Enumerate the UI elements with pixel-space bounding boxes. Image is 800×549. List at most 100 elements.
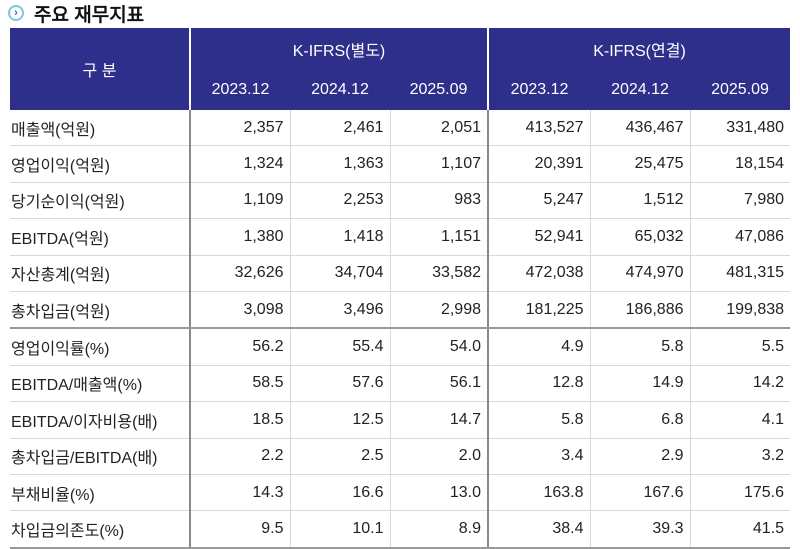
cell-value: 3,496 [289, 291, 390, 330]
cell-value: 199,838 [689, 291, 791, 330]
table-row: 영업이익(억원) 1,324 1,363 1,107 20,391 25,475 18,15… [10, 145, 791, 183]
cell-value: 481,315 [689, 255, 791, 292]
cell-value: 20,391 [487, 145, 590, 183]
cell-value: 5.5 [689, 328, 791, 366]
row-label: 당기순이익(억원) [10, 182, 191, 220]
table-row: 영업이익률(%) 56.2 55.4 54.0 4.9 5.8 5.5 [10, 328, 791, 366]
cell-value: 14.7 [389, 401, 488, 439]
cell-value: 2,461 [289, 110, 390, 147]
cell-value: 474,970 [589, 255, 690, 292]
cell-value: 57.6 [289, 365, 390, 403]
period-header: 2024.12 [590, 69, 690, 110]
cell-value: 39.3 [589, 510, 690, 549]
cell-value: 38.4 [487, 510, 590, 549]
period-header: 2024.12 [290, 69, 390, 110]
table-row: 부채비율(%) 14.3 16.6 13.0 163.8 167.6 175.6 [10, 474, 791, 512]
table-row: 당기순이익(억원) 1,109 2,253 983 5,247 1,512 7,980 [10, 182, 791, 220]
cell-value: 2,051 [389, 110, 488, 147]
cell-value: 56.1 [389, 365, 488, 403]
cell-value: 1,380 [189, 218, 290, 256]
cell-value: 1,107 [389, 145, 488, 183]
cell-value: 2,357 [189, 110, 290, 147]
cell-value: 34,704 [289, 255, 390, 292]
cell-value: 3.2 [689, 438, 791, 475]
cell-value: 12.8 [487, 365, 590, 403]
cell-value: 1,109 [189, 182, 290, 220]
cell-value: 14.2 [689, 365, 791, 403]
cell-value: 9.5 [189, 510, 290, 549]
period-header: 2023.12 [189, 69, 290, 110]
cell-value: 472,038 [487, 255, 590, 292]
cell-value: 1,512 [589, 182, 690, 220]
row-label: 자산총계(억원) [10, 255, 191, 292]
cell-value: 436,467 [589, 110, 690, 147]
row-label: 차입금의존도(%) [10, 510, 191, 549]
cell-value: 55.4 [289, 328, 390, 366]
cell-value: 56.2 [189, 328, 290, 366]
cell-value: 2,998 [389, 291, 488, 330]
cell-value: 163.8 [487, 474, 590, 512]
cell-value: 2.9 [589, 438, 690, 475]
cell-value: 5.8 [487, 401, 590, 439]
cell-value: 32,626 [189, 255, 290, 292]
row-label: 부채비율(%) [10, 474, 191, 512]
category-header: 구 분 [10, 28, 190, 110]
cell-value: 175.6 [689, 474, 791, 512]
cell-value: 58.5 [189, 365, 290, 403]
table-row: 매출액(억원) 2,357 2,461 2,051 413,527 436,467 331,… [10, 110, 791, 147]
cell-value: 47,086 [689, 218, 791, 256]
cell-value: 2,253 [289, 182, 390, 220]
table-row: 총차입금(억원) 3,098 3,496 2,998 181,225 186,886 199… [10, 291, 791, 330]
cell-value: 1,418 [289, 218, 390, 256]
table-row: 총차입금/EBITDA(배) 2.2 2.5 2.0 3.4 2.9 3.2 [10, 438, 791, 475]
cell-value: 186,886 [589, 291, 690, 330]
row-label: EBITDA/이자비용(배) [10, 401, 191, 439]
cell-value: 14.3 [189, 474, 290, 512]
cell-value: 65,032 [589, 218, 690, 256]
cell-value: 167.6 [589, 474, 690, 512]
row-label: EBITDA/매출액(%) [10, 365, 191, 403]
cell-value: 25,475 [589, 145, 690, 183]
cell-value: 4.1 [689, 401, 791, 439]
cell-value: 2.2 [189, 438, 290, 475]
cell-value: 331,480 [689, 110, 791, 147]
cell-value: 5,247 [487, 182, 590, 220]
cell-value: 5.8 [589, 328, 690, 366]
cell-value: 16.6 [289, 474, 390, 512]
row-label: 매출액(억원) [10, 110, 191, 147]
table-row: 차입금의존도(%) 9.5 10.1 8.9 38.4 39.3 41.5 [10, 510, 791, 549]
cell-value: 2.0 [389, 438, 488, 475]
cell-value: 181,225 [487, 291, 590, 330]
cell-value: 52,941 [487, 218, 590, 256]
cell-value: 6.8 [589, 401, 690, 439]
cell-value: 54.0 [389, 328, 488, 366]
table-row: EBITDA/매출액(%) 58.5 57.6 56.1 12.8 14.9 14.2 [10, 365, 791, 403]
cell-value: 10.1 [289, 510, 390, 549]
period-header: 2025.09 [690, 69, 791, 110]
cell-value: 1,151 [389, 218, 488, 256]
table-row: 자산총계(억원) 32,626 34,704 33,582 472,038 474,970… [10, 255, 791, 292]
cell-value: 12.5 [289, 401, 390, 439]
row-label: EBITDA(억원) [10, 218, 191, 256]
cell-value: 1,324 [189, 145, 290, 183]
financial-indicators-table: 구 분 K-IFRS(별도) K-IFRS(연결) 2023.12 2024.1… [10, 28, 791, 549]
group-header-separate: K-IFRS(별도) [189, 28, 488, 69]
row-label: 영업이익(억원) [10, 145, 191, 183]
cell-value: 983 [389, 182, 488, 220]
cell-value: 41.5 [689, 510, 791, 549]
section-title: › 주요 재무지표 [8, 0, 144, 26]
cell-value: 2.5 [289, 438, 390, 475]
period-header: 2023.12 [487, 69, 590, 110]
table-row: EBITDA(억원) 1,380 1,418 1,151 52,941 65,032 47,… [10, 218, 791, 256]
row-label: 총차입금(억원) [10, 291, 191, 330]
table-row: EBITDA/이자비용(배) 18.5 12.5 14.7 5.8 6.8 4.1 [10, 401, 791, 439]
cell-value: 3.4 [487, 438, 590, 475]
section-title-text: 주요 재무지표 [34, 4, 145, 26]
cell-value: 18,154 [689, 145, 791, 183]
row-label: 영업이익률(%) [10, 328, 191, 366]
group-header-consolidated: K-IFRS(연결) [486, 28, 791, 69]
cell-value: 3,098 [189, 291, 290, 330]
cell-value: 14.9 [589, 365, 690, 403]
cell-value: 13.0 [389, 474, 488, 512]
period-header: 2025.09 [390, 69, 488, 110]
